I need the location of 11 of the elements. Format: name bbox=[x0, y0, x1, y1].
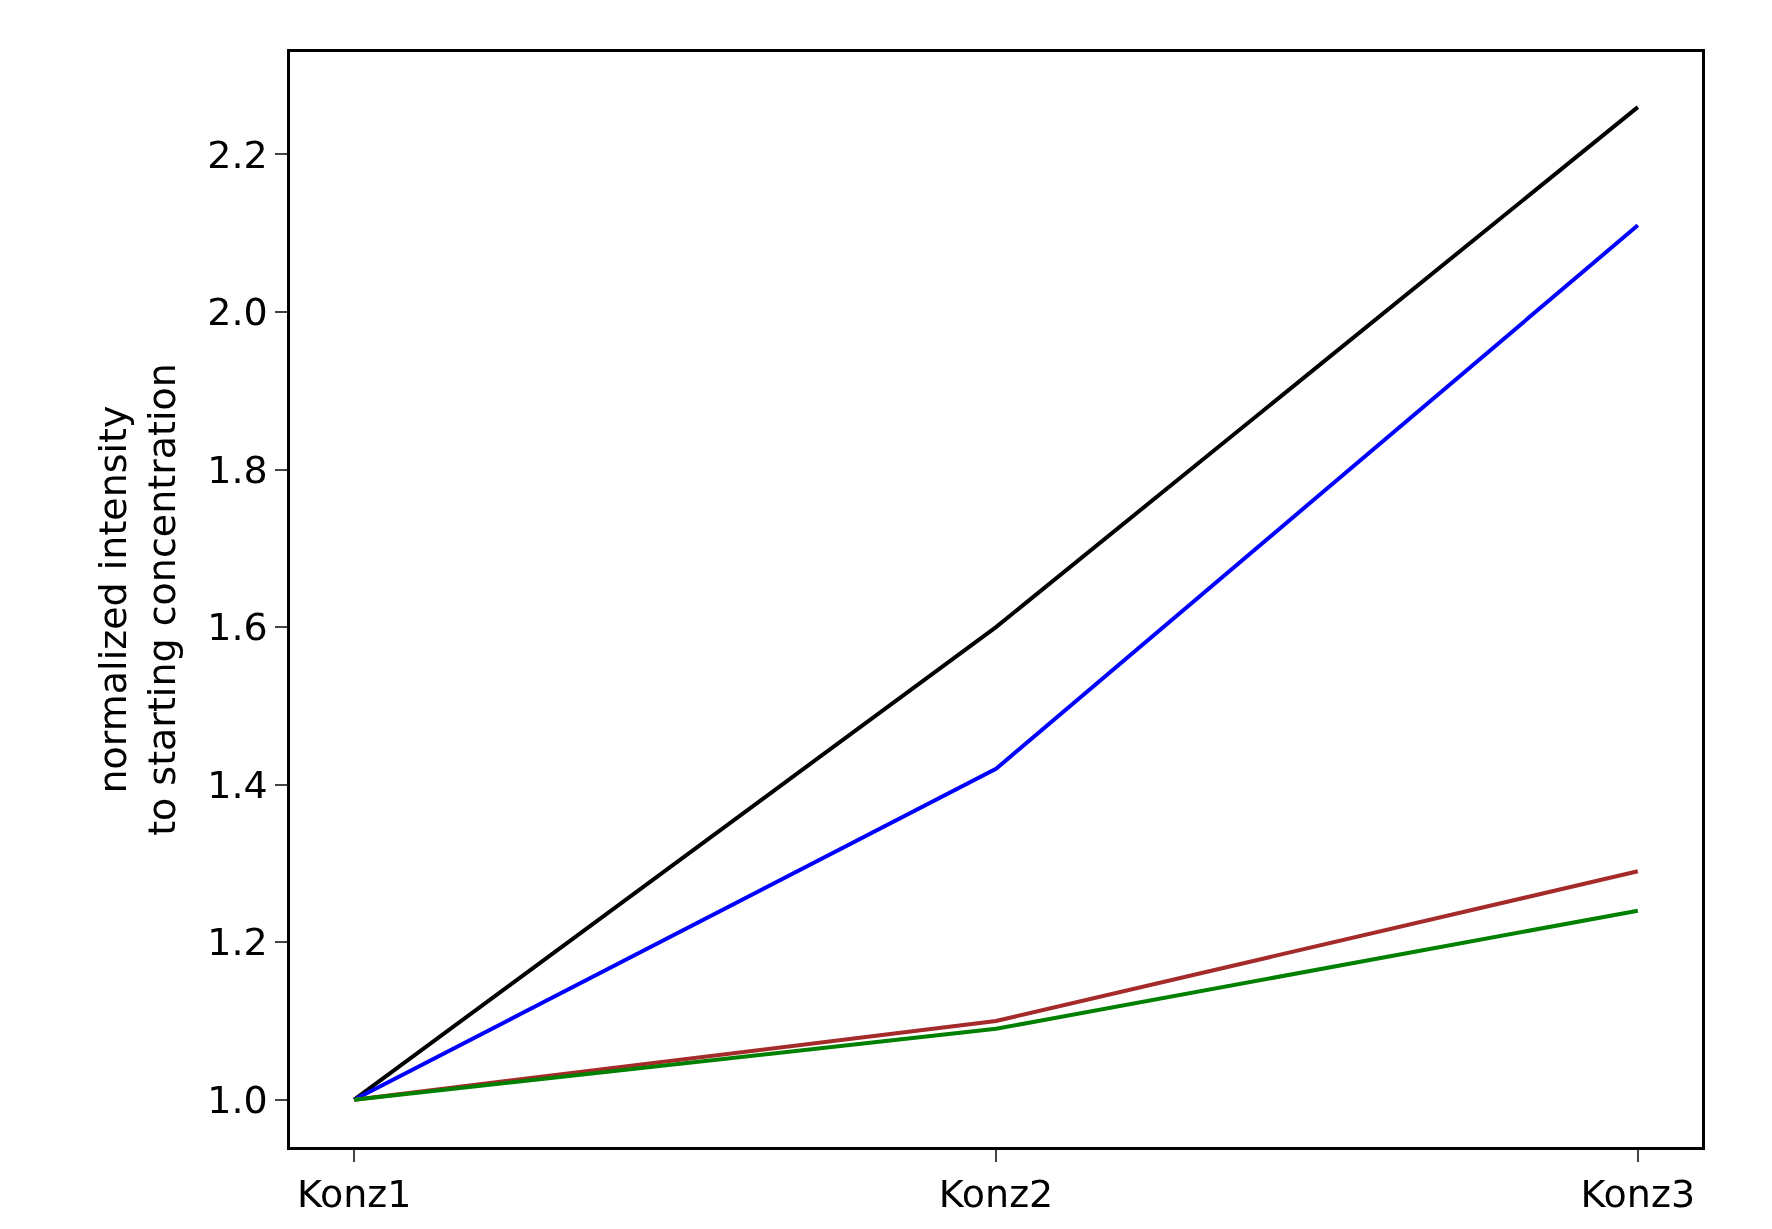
y-axis-title: normalized intensity to starting concentration bbox=[91, 363, 185, 836]
y-tick-label: 1.2 bbox=[207, 920, 268, 965]
x-tick-label: Konz3 bbox=[1580, 1172, 1696, 1217]
x-tick-label: Konz1 bbox=[296, 1172, 412, 1217]
y-tick-label: 1.4 bbox=[207, 762, 268, 807]
x-tick-label: Konz2 bbox=[938, 1172, 1054, 1217]
y-tick-label: 1.6 bbox=[207, 605, 268, 650]
y-tick-label: 1.8 bbox=[207, 447, 268, 492]
y-tick-label: 2.2 bbox=[207, 132, 268, 177]
y-tick-label: 1.0 bbox=[207, 1078, 268, 1123]
y-tick-label: 2.0 bbox=[207, 290, 268, 335]
